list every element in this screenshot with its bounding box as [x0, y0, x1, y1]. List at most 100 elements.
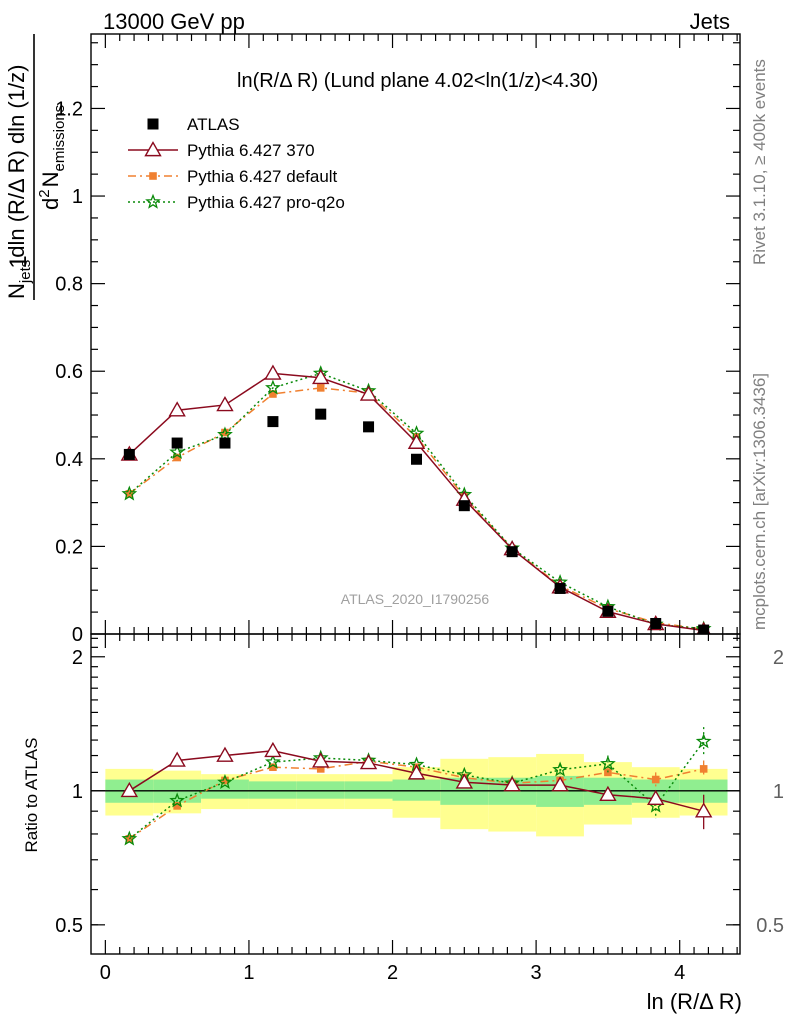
- ratio-point-pdefault: [699, 765, 708, 773]
- main-point-p370: [359, 385, 378, 401]
- main-point-atlas: [363, 421, 375, 433]
- ratio-point-pq2o: [121, 830, 138, 846]
- rivet-label: Rivet 3.1.10, ≥ 400k events: [750, 59, 769, 265]
- ratio-point-p370: [503, 776, 521, 792]
- main-point-p370: [264, 364, 282, 380]
- legend-entry-atlas: ATLAS: [147, 115, 240, 134]
- main-series-layer: [120, 364, 712, 634]
- mcplots-label: mcplots.cern.ch [arXiv:1306.3436]: [750, 373, 769, 630]
- legend-entry-p370: Pythia 6.427 370: [128, 141, 315, 160]
- ratio-y-axis-title: Ratio to ATLAS: [22, 738, 41, 853]
- analysis-watermark: ATLAS_2020_I1790256: [341, 591, 490, 607]
- main-line-pq2o: [128, 372, 704, 630]
- ratio-point-p370: [694, 802, 713, 818]
- ratio-point-p370: [455, 773, 474, 789]
- ratio-ytick-label-left: 1: [72, 781, 83, 803]
- ratio-point-p370: [216, 746, 234, 762]
- ratio-point-pdefault: [316, 765, 325, 773]
- ratio-point-pdefault: [125, 835, 134, 843]
- legend-label-atlas: ATLAS: [187, 115, 240, 134]
- main-point-atlas: [411, 453, 423, 465]
- ratio-ytick-label-left: 2: [72, 647, 83, 669]
- main-point-pq2o: [217, 426, 233, 442]
- y-title-njets: N: [4, 283, 29, 299]
- main-point-atlas: [267, 416, 279, 428]
- y-title-d: d: [38, 198, 63, 210]
- main-ytick-label: 0: [72, 624, 83, 646]
- main-ytick-label: 0.6: [55, 361, 83, 383]
- x-tick-label: 3: [531, 962, 542, 984]
- main-y-axis-title: 1 Njetsdln (R/Δ R) dln (1/z) d2Nemission…: [4, 34, 68, 300]
- ratio-point-pdefault: [269, 763, 277, 771]
- header-right: Jets: [690, 9, 730, 34]
- x-tick-label: 0: [100, 962, 111, 984]
- main-point-pdefault: [316, 384, 325, 392]
- y-title-dln: dln (R/Δ R) dln (1/z): [4, 65, 29, 258]
- y-title-n-sub: emissions: [51, 105, 68, 172]
- main-point-pdefault: [125, 490, 134, 498]
- ratio-series-p370: [120, 741, 713, 830]
- main-ytick-label: 0.4: [55, 449, 83, 471]
- ratio-point-pdefault: [651, 775, 660, 784]
- ratio-point-p370: [551, 776, 569, 792]
- ratio-frame: [90, 633, 741, 955]
- ratio-point-p370: [647, 789, 665, 806]
- ratio-point-pdefault: [221, 776, 229, 785]
- ratio-point-p370: [599, 785, 617, 802]
- main-point-atlas: [315, 408, 327, 420]
- y-title-n: N: [38, 172, 63, 188]
- ratio-point-pq2o: [552, 761, 568, 777]
- main-point-pq2o: [169, 443, 186, 459]
- header-left: 13000 GeV pp: [103, 9, 245, 34]
- ratio-ytick-label-right: 2: [773, 647, 784, 669]
- ratio-ytick-label-left: 0.5: [55, 915, 83, 937]
- main-point-p370: [168, 401, 186, 417]
- main-point-atlas: [506, 546, 518, 558]
- ratio-point-pq2o: [217, 773, 233, 790]
- main-series-atlas: [123, 408, 710, 634]
- ratio-point-p370: [264, 741, 282, 758]
- main-point-atlas: [171, 437, 183, 449]
- main-ytick-label: 0.2: [55, 536, 83, 558]
- ratio-point-p370: [120, 781, 139, 798]
- legend-marker-atlas: [147, 118, 159, 130]
- ratio-series-layer: [120, 727, 713, 846]
- main-point-p370: [216, 396, 234, 412]
- ratio-point-p370: [407, 764, 426, 780]
- plot-title: ln(R/Δ R) (Lund plane 4.02<ln(1/z)<4.30): [237, 70, 598, 92]
- main-point-pdefault: [221, 428, 229, 437]
- x-tick-label: 1: [243, 962, 254, 984]
- y-title-one: 1: [5, 255, 32, 268]
- main-point-p370: [407, 433, 426, 449]
- x-axis-title: ln (R/Δ R): [647, 989, 742, 1014]
- y-title-njets-sub: jets: [17, 260, 34, 284]
- legend-marker-pdefault: [149, 172, 157, 180]
- ratio-point-p370: [312, 752, 330, 768]
- main-point-pq2o: [121, 485, 138, 501]
- main-point-pdefault: [173, 453, 181, 462]
- main-ytick-label: 0.8: [55, 274, 83, 296]
- legend: ATLAS Pythia 6.427 370 Pythia 6.427 defaul…: [128, 115, 345, 212]
- band-inner-bin: [296, 781, 345, 799]
- main-ytick-label: 1.2: [55, 98, 83, 120]
- main-point-pdefault: [269, 390, 277, 398]
- ratio-ytick-label-right: 0.5: [756, 915, 784, 937]
- legend-entry-pq2o: Pythia 6.427 pro-q2o: [128, 193, 345, 212]
- legend-marker-p370: [144, 141, 162, 157]
- band-inner-bin: [344, 781, 393, 799]
- main-point-atlas: [602, 605, 614, 617]
- main-point-atlas: [219, 437, 231, 449]
- y-title-d-sup: 2: [36, 189, 53, 197]
- ratio-point-pq2o: [600, 755, 616, 771]
- main-ytick-label: 1: [72, 186, 83, 208]
- band-inner-bin: [248, 781, 297, 799]
- legend-label-p370: Pythia 6.427 370: [187, 141, 315, 160]
- band-inner-bin: [201, 779, 249, 799]
- ratio-point-pq2o: [169, 792, 186, 808]
- legend-label-pq2o: Pythia 6.427 pro-q2o: [187, 193, 345, 212]
- main-point-atlas: [123, 448, 135, 460]
- legend-label-pdefault: Pythia 6.427 default: [187, 167, 338, 186]
- legend-entry-pdefault: Pythia 6.427 default: [128, 167, 338, 186]
- main-point-atlas: [554, 582, 566, 594]
